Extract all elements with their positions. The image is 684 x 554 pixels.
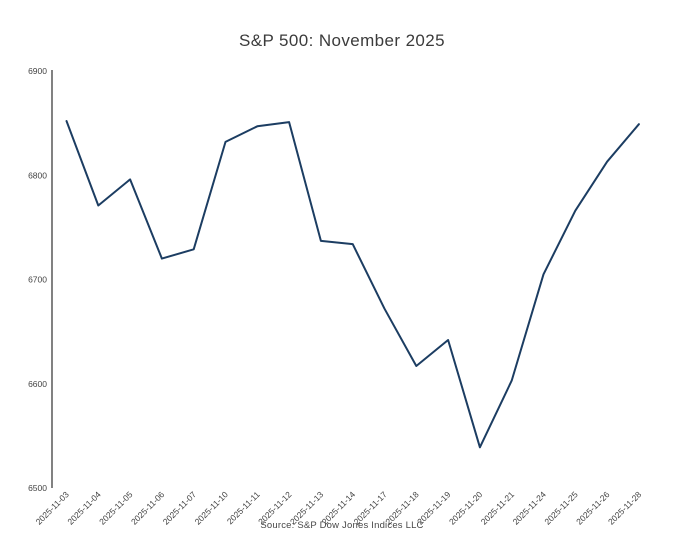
y-tick-label: 6500 — [28, 483, 47, 493]
chart-title: S&P 500: November 2025 — [238, 31, 445, 50]
source-caption: Source: S&P Dow Jones Indices LLC — [260, 520, 424, 531]
y-tick-label: 6900 — [28, 66, 47, 76]
y-tick-label: 6800 — [28, 170, 47, 180]
price-line — [65, 120, 640, 449]
y-tick-label: 6700 — [28, 275, 47, 285]
y-tick-label: 6600 — [28, 379, 47, 389]
